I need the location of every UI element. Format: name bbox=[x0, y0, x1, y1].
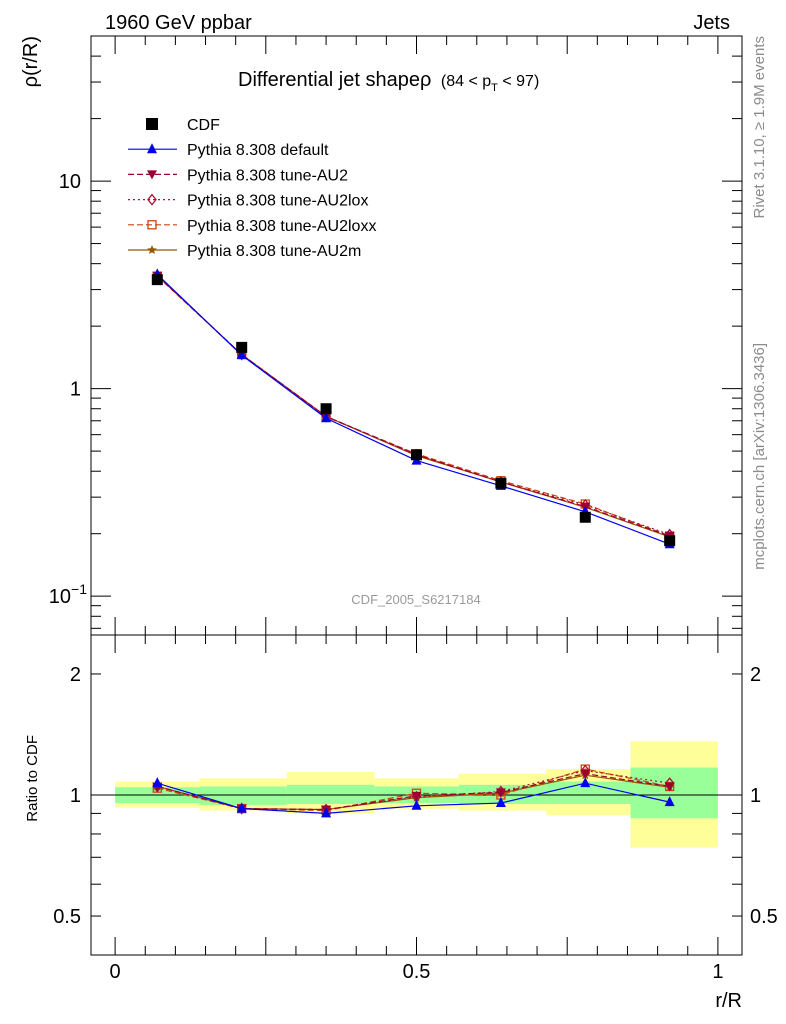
legend-label-au2: Pythia 8.308 tune-AU2 bbox=[187, 167, 348, 184]
header-left: 1960 GeV ppbar bbox=[105, 12, 252, 34]
ratio-point-au2-5 bbox=[580, 769, 591, 779]
ratio-series bbox=[152, 764, 675, 818]
ratio-ytick-label: 2 bbox=[70, 664, 81, 686]
legend-marker-au2lox bbox=[147, 193, 157, 206]
ratio-ytick-label-right: 1 bbox=[750, 785, 761, 807]
band-inner-2 bbox=[286, 784, 375, 804]
main-y-axis-title: ρ(r/R) bbox=[20, 36, 42, 87]
main-point-cdf-6 bbox=[664, 535, 676, 547]
ratio-y-axis-title: Ratio to CDF bbox=[24, 735, 41, 822]
side-label-mcplots: mcplots.cern.ch [arXiv:1306.3436] bbox=[751, 343, 768, 570]
ratio-point-au2-6 bbox=[664, 782, 675, 792]
main-line-default bbox=[156, 273, 670, 545]
ratio-point-default-4 bbox=[495, 797, 506, 808]
plot-title: Differential jet shapeρ (84 < pT < 97) bbox=[238, 69, 539, 94]
ratio-point-default-3 bbox=[411, 799, 422, 810]
band-inner-1 bbox=[199, 786, 287, 805]
plot-title-range-suffix: < 97) bbox=[498, 73, 539, 90]
legend-marker-au2m bbox=[147, 245, 157, 254]
legend-marker-cdf bbox=[146, 118, 158, 130]
legend-label-default: Pythia 8.308 default bbox=[187, 142, 329, 159]
ratio-ytick-label: 1 bbox=[70, 785, 81, 807]
ratio-point-default-6 bbox=[664, 796, 675, 807]
plot-title-range-sub: T bbox=[491, 82, 498, 94]
main-point-default-1 bbox=[236, 349, 247, 360]
main-series bbox=[151, 268, 676, 549]
xtick-label: 0.5 bbox=[403, 961, 431, 983]
legend-marker-au2 bbox=[147, 170, 157, 180]
legend-marker-default bbox=[147, 143, 157, 154]
main-ytick-label: 1 bbox=[70, 379, 81, 401]
legend-label-au2m: Pythia 8.308 tune-AU2m bbox=[187, 243, 361, 260]
main-axes: 10−1 1 10 bbox=[49, 35, 742, 635]
legend: CDF Pythia 8.308 default Pythia 8.308 tune… bbox=[128, 117, 376, 260]
main-point-cdf-1 bbox=[236, 341, 248, 353]
band-inner-6 bbox=[630, 767, 718, 819]
ratio-point-default-5 bbox=[580, 777, 591, 788]
ratio-point-default-2 bbox=[321, 807, 332, 818]
main-point-default-2 bbox=[321, 412, 332, 423]
ratio-ytick-label-right: 0.5 bbox=[750, 906, 778, 928]
main-point-cdf-0 bbox=[151, 274, 163, 286]
legend-marker-au2loxx bbox=[147, 220, 157, 230]
main-line-au2 bbox=[156, 275, 670, 537]
legend-label-cdf: CDF bbox=[187, 117, 220, 134]
ratio-axes: 0.5 0.5 1 1 2 2 0 0.5 1 bbox=[53, 635, 778, 983]
main-ytick-label: 10 bbox=[59, 171, 81, 193]
ratio-point-au2-4 bbox=[495, 788, 506, 798]
xtick-label: 1 bbox=[712, 961, 723, 983]
main-point-cdf-3 bbox=[411, 449, 422, 461]
ratio-point-au2-3 bbox=[411, 791, 422, 801]
main-line-au2lox bbox=[156, 275, 670, 536]
side-label-rivet: Rivet 3.1.10, ≥ 1.9M events bbox=[751, 36, 768, 219]
main-point-cdf-5 bbox=[579, 511, 591, 523]
ratio-ytick-label: 0.5 bbox=[53, 906, 81, 928]
ratio-point-default-1 bbox=[236, 802, 247, 813]
main-point-cdf-2 bbox=[320, 403, 332, 415]
legend-label-au2lox: Pythia 8.308 tune-AU2lox bbox=[187, 193, 368, 210]
main-ytick-label: 10−1 bbox=[49, 581, 87, 608]
watermark-analysis-id: CDF_2005_S6217184 bbox=[351, 592, 480, 607]
x-axis-title: r/R bbox=[715, 990, 742, 1012]
plot-title-range: (84 < p bbox=[441, 73, 491, 90]
main-point-cdf-4 bbox=[495, 477, 507, 489]
ratio-ytick-label-right: 2 bbox=[750, 664, 761, 686]
xtick-label: 0 bbox=[110, 961, 121, 983]
header-right: Jets bbox=[693, 12, 730, 34]
plot-title-main: Differential jet shapeρ bbox=[238, 69, 431, 91]
main-line-au2m bbox=[156, 275, 670, 538]
ratio-point-default-0 bbox=[152, 777, 163, 788]
legend-label-au2loxx: Pythia 8.308 tune-AU2loxx bbox=[187, 218, 376, 235]
main-line-au2loxx bbox=[156, 275, 670, 537]
